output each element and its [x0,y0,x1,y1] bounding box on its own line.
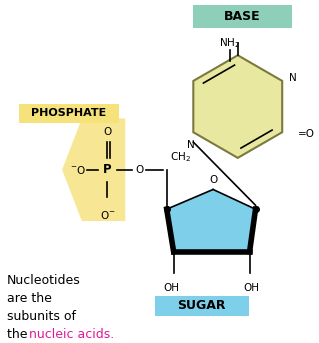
Polygon shape [193,55,282,158]
Text: PHOSPHATE: PHOSPHATE [31,108,107,118]
Polygon shape [167,189,256,252]
Text: $^{-}$O: $^{-}$O [70,164,86,176]
Text: NH$_2$: NH$_2$ [219,36,241,50]
Text: OH: OH [164,283,180,293]
Text: BASE: BASE [224,10,261,23]
FancyBboxPatch shape [19,104,119,123]
Text: subunits of: subunits of [7,310,76,323]
Text: O$^{-}$: O$^{-}$ [100,209,115,221]
Text: OH: OH [244,283,260,293]
Text: SUGAR: SUGAR [177,299,226,312]
Text: CH$_2$: CH$_2$ [170,150,191,164]
Text: are the: are the [7,292,52,305]
FancyBboxPatch shape [193,5,292,28]
Text: the: the [7,328,31,341]
Text: O: O [135,165,143,175]
Polygon shape [62,118,125,221]
Text: O: O [103,127,112,137]
Text: Nucleotides: Nucleotides [7,274,81,287]
Text: =O: =O [298,129,315,139]
FancyBboxPatch shape [155,296,249,316]
Text: N: N [188,140,195,150]
Text: P: P [103,163,112,176]
Text: nucleic acids.: nucleic acids. [29,328,114,341]
Text: N: N [289,73,297,83]
Text: O: O [209,175,217,185]
